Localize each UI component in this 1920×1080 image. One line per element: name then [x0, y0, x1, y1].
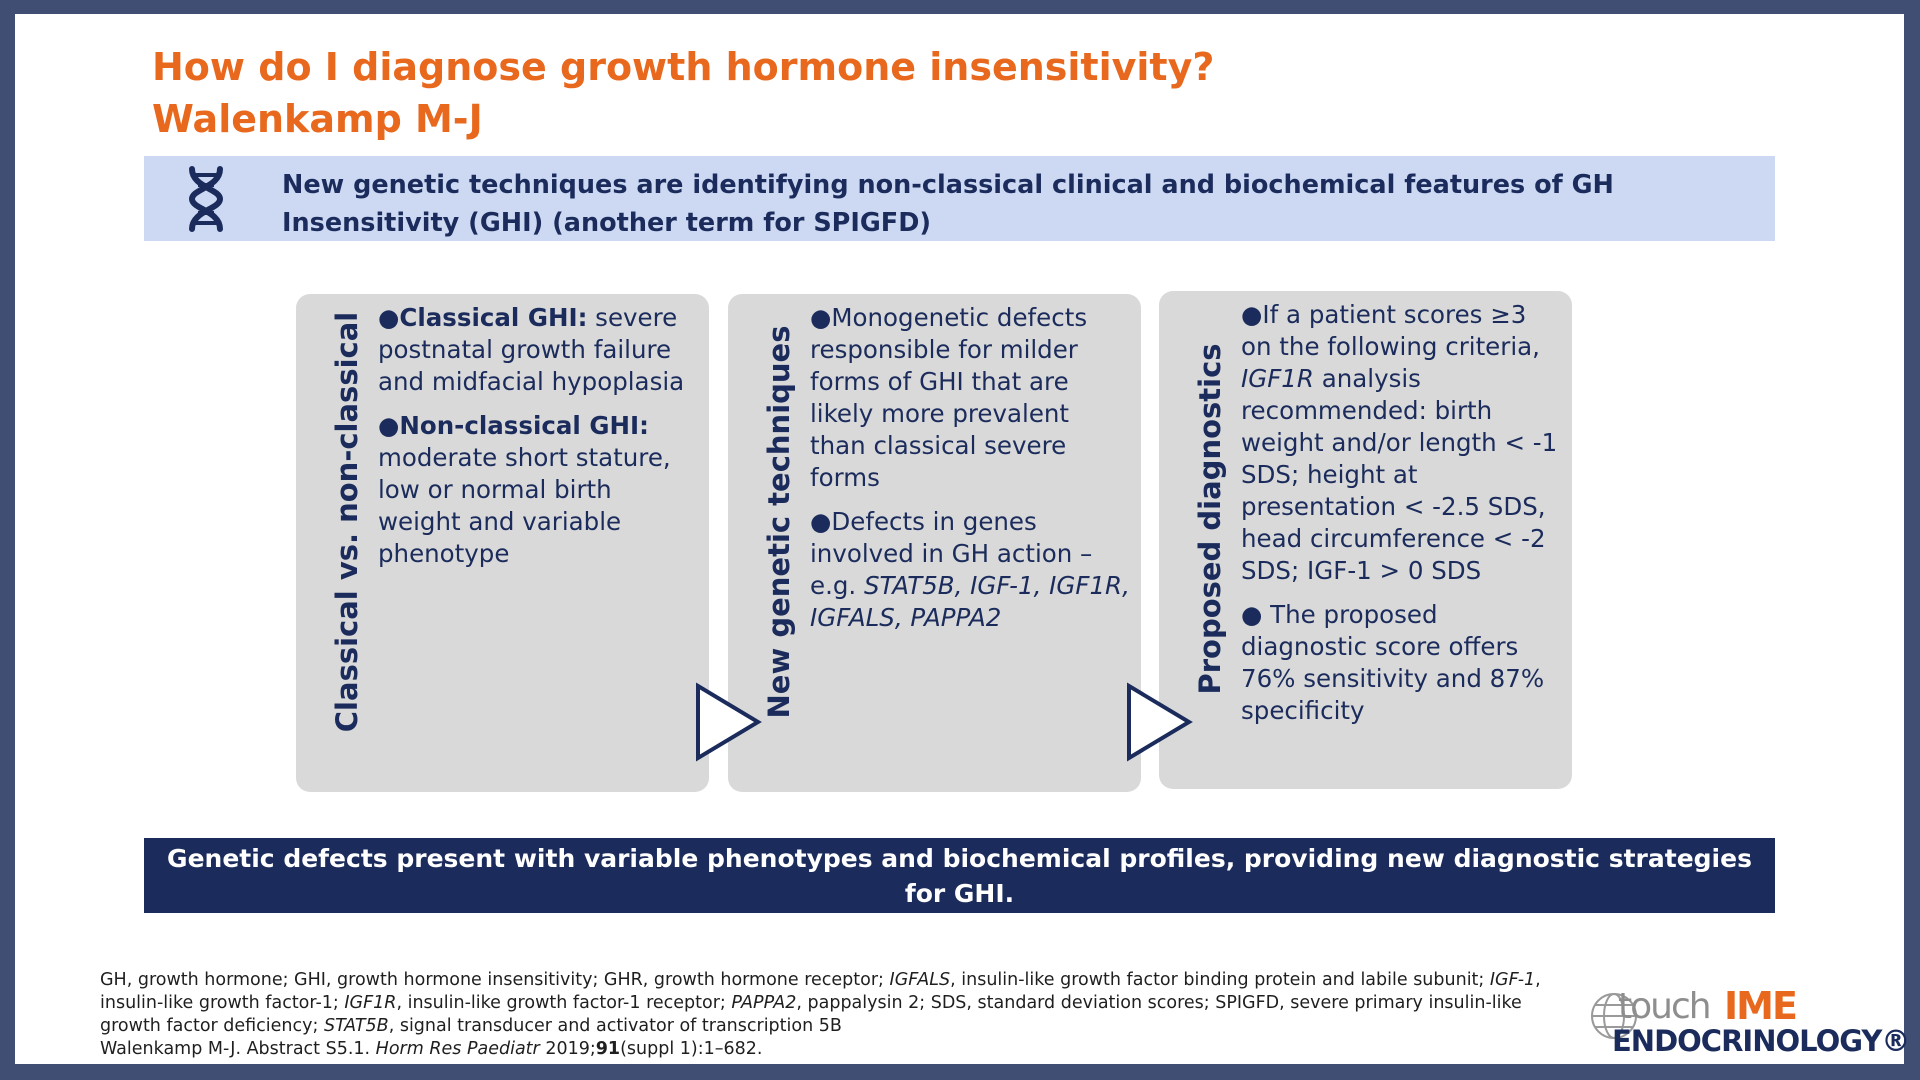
bullet-item: ●Classical GHI: severe postnatal growth … — [378, 303, 685, 396]
intro-banner: New genetic techniques are identifying n… — [144, 156, 1775, 241]
abbreviations-footnote: GH, growth hormone; GHI, growth hormone … — [100, 970, 1541, 1036]
bullet-item: ●Monogenetic defects responsible for mil… — [810, 303, 1088, 492]
conclusion-line: Genetic defects present with variable ph… — [167, 844, 1752, 908]
panel-classical: Classical vs. non-classical ●Classical G… — [296, 294, 709, 792]
panel-label: Proposed diagnostics — [1193, 343, 1227, 695]
dna-icon — [188, 166, 224, 232]
logo-touch: touch — [1618, 986, 1712, 1027]
panel-body: ●Monogenetic defects responsible for mil… — [810, 302, 1130, 646]
bullet-item: ● The proposed diagnostic score offers 7… — [1241, 600, 1545, 725]
slide-title: How do I diagnose growth hormone insensi… — [152, 45, 1215, 89]
bullet-item: ●Defects in genes involved in GH action … — [810, 507, 1130, 632]
conclusion-banner: Genetic defects present with variable ph… — [144, 838, 1775, 943]
touchime-logo: touch IME ENDOCRINOLOGY® — [1588, 984, 1910, 1058]
play-arrow-icon — [696, 682, 762, 762]
bullet-item: ●Non-classical GHI: moderate short statu… — [378, 411, 671, 568]
logo-ime: IME — [1724, 984, 1798, 1028]
intro-text: New genetic techniques are identifying n… — [282, 170, 1614, 238]
logo-endocrinology: ENDOCRINOLOGY® — [1612, 1024, 1910, 1058]
conclusion-line: This variability also highlights the nee… — [309, 914, 1610, 943]
panel-label: Classical vs. non-classical — [330, 311, 364, 733]
panel-body: ●Classical GHI: severe postnatal growth … — [378, 302, 698, 582]
slide-subtitle: Walenkamp M-J — [152, 97, 483, 141]
panel-proposed-diagnostics: Proposed diagnostics ●If a patient score… — [1159, 291, 1572, 789]
bullet-item: ●If a patient scores ≥3 on the following… — [1241, 300, 1558, 585]
panel-label: New genetic techniques — [762, 325, 796, 719]
slide: How do I diagnose growth hormone insensi… — [15, 14, 1910, 1064]
panel-body: ●If a patient scores ≥3 on the following… — [1241, 299, 1561, 739]
play-arrow-icon — [1127, 682, 1193, 762]
panel-genetic-techniques: New genetic techniques ●Monogenetic defe… — [728, 294, 1141, 792]
reference-citation: Walenkamp M-J. Abstract S5.1. Horm Res P… — [100, 1039, 763, 1059]
globe-icon — [1591, 993, 1637, 1039]
